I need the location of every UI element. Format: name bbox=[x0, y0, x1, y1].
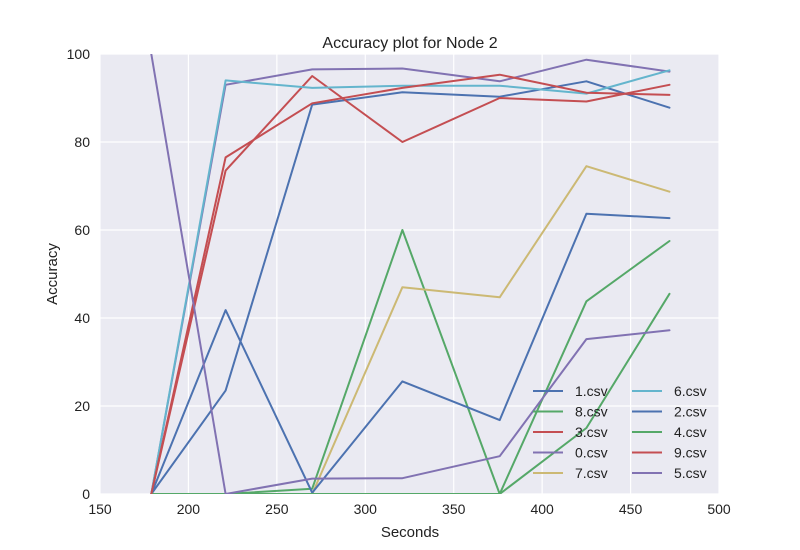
x-tick-label: 300 bbox=[354, 501, 378, 517]
legend-entry-label: 6.csv bbox=[674, 383, 707, 399]
x-tick-label: 400 bbox=[530, 501, 554, 517]
legend-entry-label: 7.csv bbox=[575, 465, 608, 481]
y-tick-label: 40 bbox=[74, 310, 90, 326]
series-line-7-csv bbox=[150, 165, 671, 494]
x-tick-label: 200 bbox=[177, 501, 201, 517]
x-tick-label: 450 bbox=[619, 501, 643, 517]
legend-entry-label: 5.csv bbox=[674, 465, 707, 481]
legend-entry-label: 8.csv bbox=[575, 404, 608, 420]
tick-labels: 150 200 250 300 350 400 450 500 0 20 40 60 80 100 bbox=[67, 46, 731, 517]
series-lines bbox=[150, 54, 671, 494]
chart-title: Accuracy plot for Node 2 bbox=[322, 35, 497, 52]
x-tick-label: 250 bbox=[265, 501, 289, 517]
series-line-4-csv bbox=[150, 292, 671, 494]
legend-entry-label: 0.csv bbox=[575, 445, 608, 461]
legend-entry-label: 3.csv bbox=[575, 424, 608, 440]
x-axis-label: Seconds bbox=[381, 524, 439, 541]
series-line-9-csv bbox=[150, 73, 671, 494]
x-tick-label: 150 bbox=[88, 501, 112, 517]
y-tick-label: 0 bbox=[82, 486, 90, 502]
series-line-8-csv bbox=[150, 229, 671, 494]
grid-lines bbox=[99, 53, 720, 495]
x-tick-label: 500 bbox=[707, 501, 731, 517]
legend-entry-label: 1.csv bbox=[575, 383, 608, 399]
series-line-2-csv bbox=[150, 212, 671, 494]
legend: 1.csv 8.csv 3.csv 0.csv 7.csv 6.csv 2.csv 4.csv… bbox=[533, 383, 707, 481]
legend-entry-label: 4.csv bbox=[674, 424, 707, 440]
y-tick-label: 20 bbox=[74, 398, 90, 414]
series-line-3-csv bbox=[150, 75, 671, 494]
series-line-5-csv bbox=[150, 54, 671, 494]
series-line-1-csv bbox=[150, 80, 671, 494]
y-axis-label: Accuracy bbox=[44, 243, 61, 305]
legend-entry-label: 9.csv bbox=[674, 445, 707, 461]
y-tick-label: 80 bbox=[74, 134, 90, 150]
y-tick-label: 60 bbox=[74, 222, 90, 238]
plot-background bbox=[100, 54, 719, 494]
legend-entry-label: 2.csv bbox=[674, 404, 707, 420]
x-tick-label: 350 bbox=[442, 501, 466, 517]
y-tick-label: 100 bbox=[67, 46, 91, 62]
